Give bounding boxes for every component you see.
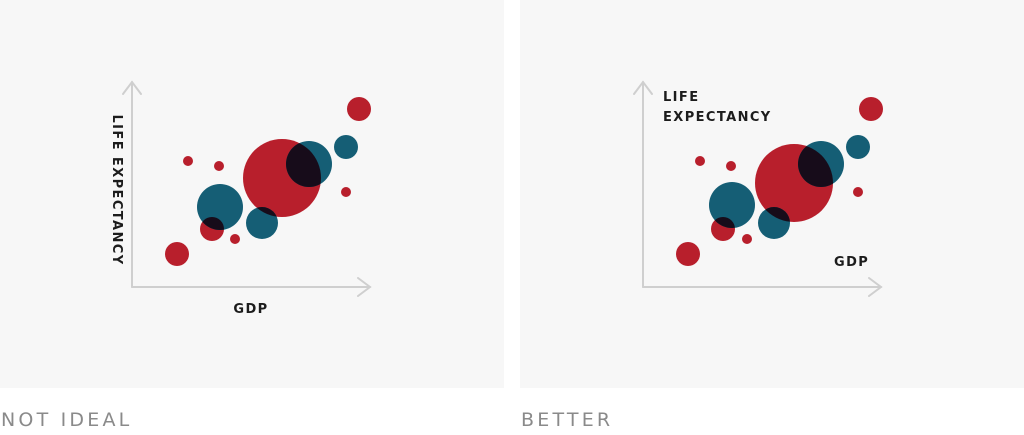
bubbles xyxy=(165,97,371,266)
bubble xyxy=(183,156,193,166)
better-panel: LIFE EXPECTANCY GDP xyxy=(520,0,1024,388)
bubble xyxy=(695,156,705,166)
better-diagram: LIFE EXPECTANCY GDP xyxy=(633,80,883,297)
x-axis-arrow-head xyxy=(868,277,883,297)
y-axis-label-line-2: EXPECTANCY xyxy=(663,110,772,125)
bubble xyxy=(230,234,240,244)
not-ideal-panel: LIFE EXPECTANCY GDP xyxy=(0,0,504,388)
bubble xyxy=(334,135,358,159)
bubble xyxy=(165,242,189,266)
better-caption: BETTER xyxy=(521,409,614,431)
y-axis-arrow-head xyxy=(633,80,653,95)
bubble xyxy=(709,182,755,228)
bubble xyxy=(726,161,736,171)
bubble xyxy=(853,187,863,197)
bubble xyxy=(341,187,351,197)
axes xyxy=(633,80,883,297)
not-ideal-diagram: LIFE EXPECTANCY GDP xyxy=(109,80,372,317)
bubble xyxy=(347,97,371,121)
bubbles xyxy=(676,97,883,266)
y-axis-label: LIFE EXPECTANCY xyxy=(109,114,124,265)
not-ideal-caption: NOT IDEAL xyxy=(1,409,133,431)
bubble xyxy=(859,97,883,121)
bubble-overlap xyxy=(200,217,224,230)
bubble xyxy=(742,234,752,244)
y-axis-label-line-1: LIFE xyxy=(663,90,699,105)
bubble xyxy=(846,135,870,159)
x-axis-label: GDP xyxy=(233,302,268,317)
y-axis-arrow-head xyxy=(122,80,142,95)
bubble xyxy=(676,242,700,266)
x-axis-label: GDP xyxy=(834,255,869,270)
x-axis-arrow-head xyxy=(357,277,372,297)
bubble xyxy=(214,161,224,171)
axes xyxy=(122,80,372,297)
